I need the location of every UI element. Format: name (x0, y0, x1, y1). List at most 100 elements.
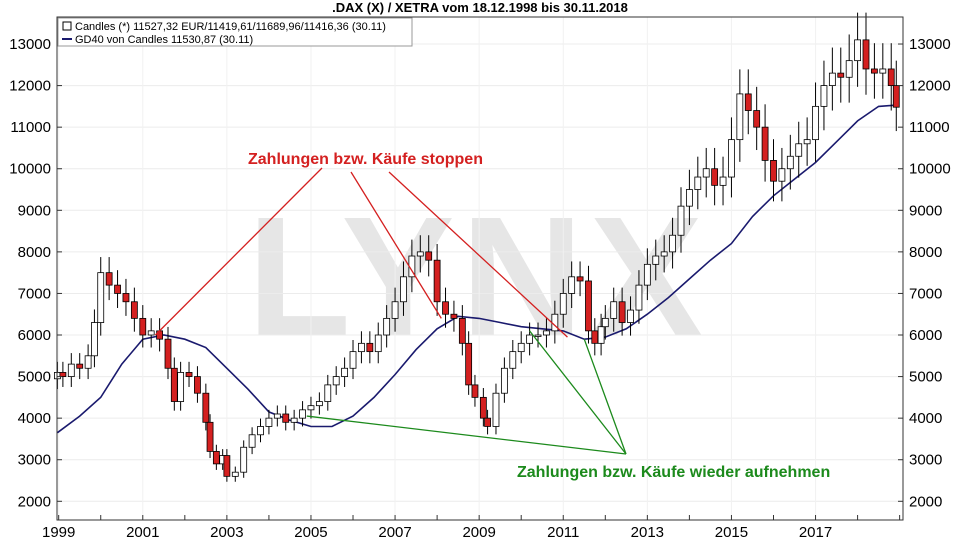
candle-body (559, 293, 567, 315)
stop-arrow-line (350, 171, 442, 319)
candle-body (820, 85, 828, 107)
candle (307, 396, 315, 419)
candle (744, 69, 752, 135)
candle-body (273, 413, 281, 419)
candle-body (299, 409, 306, 419)
candle (711, 147, 719, 206)
candle-body (753, 110, 761, 128)
candle (465, 331, 473, 395)
x-tick-label: 2003 (210, 524, 243, 540)
candle-body (231, 471, 239, 477)
candle (837, 47, 845, 103)
candle (484, 409, 491, 435)
candle-body (526, 334, 534, 344)
candle (416, 235, 424, 273)
candle (509, 340, 517, 380)
x-tick-label: 2009 (462, 524, 495, 540)
candle (425, 235, 433, 277)
candle-body (458, 317, 466, 344)
candle-body (652, 255, 660, 265)
y-tick-label-right: 11000 (909, 119, 950, 136)
candle (84, 344, 92, 380)
gd40-line (56, 104, 897, 434)
candle (610, 287, 618, 332)
x-tick-label: 2007 (378, 524, 411, 540)
candle (177, 361, 185, 411)
candle-body (770, 160, 777, 182)
candle (492, 383, 500, 435)
y-tick-label-right: 8000 (909, 244, 942, 261)
candle (761, 104, 769, 182)
candle-body (122, 293, 130, 303)
candle-body (282, 413, 290, 423)
candle (786, 134, 794, 190)
candle (576, 261, 584, 297)
candle (122, 278, 130, 316)
candle (349, 340, 357, 380)
candle-body (290, 417, 298, 423)
candle-body (400, 276, 407, 303)
candle (341, 357, 349, 387)
candle (290, 409, 298, 431)
candle-body (643, 263, 651, 286)
candle-body (591, 330, 599, 344)
candle (862, 12, 870, 95)
candle (845, 34, 853, 103)
legend-gd40-label: GD40 von Candles 11530,87 (30.11) (75, 34, 253, 46)
candle (358, 331, 365, 364)
candle-body (744, 93, 752, 111)
y-tick-label-right: 6000 (909, 327, 942, 344)
candle (91, 309, 98, 368)
candle (366, 331, 374, 364)
legend-candles-label: Candles (*) 11527,32 EUR/11419,61/11689,… (75, 21, 386, 33)
candle-body (778, 168, 786, 182)
candle-body (358, 342, 365, 353)
candle-body (240, 446, 248, 473)
candle (517, 331, 525, 364)
candle-body (105, 272, 113, 286)
candle-body (416, 251, 424, 257)
candle (694, 156, 702, 210)
candle (391, 287, 399, 332)
candle (601, 305, 609, 340)
candle-body (265, 417, 273, 427)
annotations: Zahlungen bzw. Käufe stoppen Zahlungen bz… (154, 151, 830, 481)
candle (585, 265, 592, 344)
candle-body (500, 367, 508, 394)
candle-body (879, 68, 887, 74)
candle-body (366, 342, 374, 353)
candle-body (212, 451, 220, 465)
candle (202, 383, 210, 431)
candle-body (177, 372, 185, 402)
candle (139, 305, 147, 348)
x-axis: 1999 2001 2003 2005 2007 2009 2011 2013 2015 2017 (42, 515, 901, 540)
plot-frame (56, 16, 904, 521)
candle (879, 43, 887, 99)
candle (627, 296, 634, 336)
candle (273, 405, 281, 427)
y-tick-label-left: 5000 (18, 369, 51, 386)
candle (669, 217, 676, 269)
candle-body (837, 72, 845, 78)
y-tick-label-left: 10000 (9, 161, 51, 178)
candle-body (67, 363, 75, 377)
candle-body (845, 60, 853, 78)
candle (534, 322, 542, 348)
candle-body (484, 417, 491, 427)
candle (618, 287, 626, 336)
y-tick-label-left: 7000 (18, 285, 51, 302)
candle-body (164, 338, 172, 369)
candle (248, 427, 256, 455)
candle-body (206, 421, 214, 452)
candle (433, 243, 441, 316)
candle-body (887, 68, 895, 86)
y-tick-label-right: 9000 (909, 202, 942, 219)
candle-body (433, 259, 441, 303)
y-tick-label-right: 5000 (909, 369, 942, 386)
y-tick-label-left: 6000 (18, 327, 51, 344)
y-tick-label-left: 3000 (18, 452, 51, 469)
watermark-text: LYNX (247, 182, 709, 372)
candle (736, 69, 744, 162)
candle (803, 117, 811, 166)
